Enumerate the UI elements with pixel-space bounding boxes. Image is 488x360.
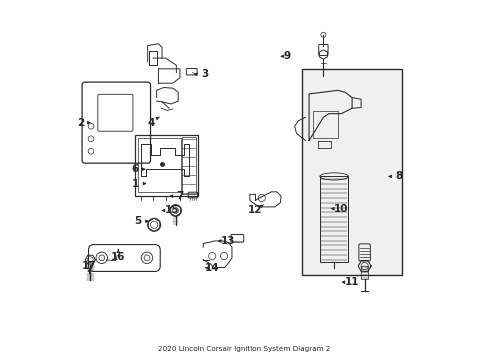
Bar: [182, 137, 196, 194]
Text: 16: 16: [111, 252, 125, 262]
Text: 2020 Lincoln Corsair Ignition System Diagram 2: 2020 Lincoln Corsair Ignition System Dia…: [158, 346, 330, 352]
Text: 1: 1: [131, 179, 139, 189]
Bar: [301, 69, 402, 275]
Text: 4: 4: [147, 118, 155, 128]
Text: 15: 15: [164, 206, 179, 216]
Text: 8: 8: [394, 171, 402, 181]
Text: 6: 6: [131, 164, 139, 174]
Text: 14: 14: [204, 263, 219, 273]
Bar: [138, 138, 181, 192]
Text: 9: 9: [284, 51, 290, 61]
Text: 10: 10: [333, 204, 348, 214]
Text: 3: 3: [201, 69, 208, 79]
Text: 2: 2: [77, 118, 84, 128]
Circle shape: [147, 219, 160, 231]
Bar: [360, 266, 367, 279]
Text: 17: 17: [82, 261, 97, 271]
Bar: [319, 176, 348, 262]
Bar: [135, 135, 198, 196]
Text: 11: 11: [344, 277, 359, 287]
Circle shape: [169, 205, 181, 216]
Text: 13: 13: [221, 236, 235, 246]
Text: 5: 5: [134, 216, 141, 226]
Text: 12: 12: [247, 206, 262, 216]
Text: 7: 7: [176, 191, 183, 201]
Bar: [312, 111, 337, 138]
